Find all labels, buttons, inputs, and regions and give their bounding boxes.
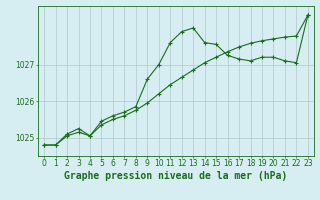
X-axis label: Graphe pression niveau de la mer (hPa): Graphe pression niveau de la mer (hPa)	[64, 171, 288, 181]
